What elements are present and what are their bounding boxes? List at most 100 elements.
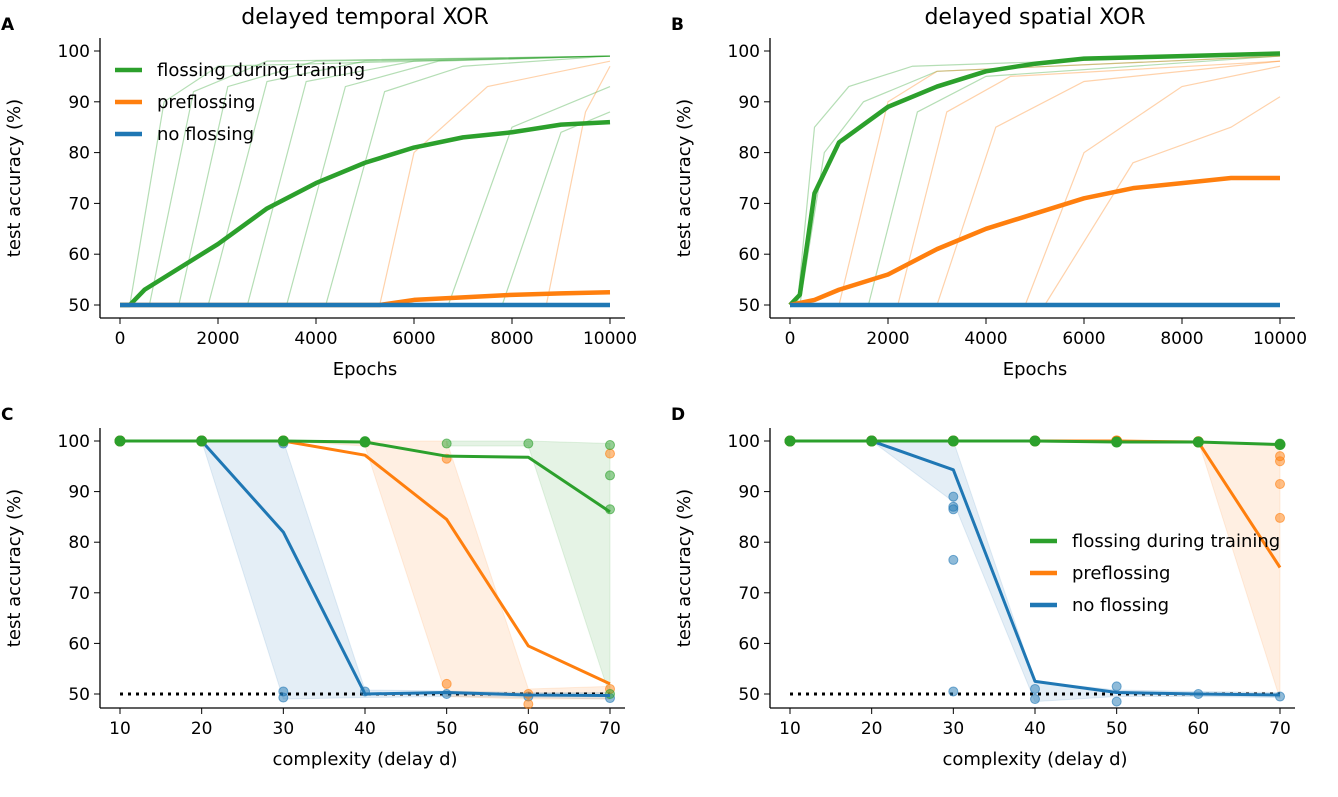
y-tick-label: 50 [68, 685, 90, 705]
x-tick-label: 20 [861, 719, 883, 739]
data-point-blue [1275, 691, 1285, 702]
data-point-orange [1275, 512, 1285, 523]
y-tick-label: 80 [68, 144, 90, 164]
y-axis-label: test accuracy (%) [4, 489, 25, 647]
x-tick-label: 50 [436, 719, 458, 739]
y-tick-label: 50 [68, 296, 90, 316]
y-tick-label: 90 [738, 93, 760, 113]
x-tick-label: 8000 [1160, 329, 1203, 349]
data-point-blue [948, 554, 959, 565]
y-tick-label: 80 [68, 533, 90, 553]
data-point-blue [1111, 681, 1122, 692]
data-point-blue [278, 686, 289, 697]
x-axis-label: complexity (delay d) [272, 749, 457, 770]
x-tick-label: 60 [518, 719, 540, 739]
y-tick-label: 60 [738, 634, 760, 654]
panel-B: 50 60 70 80 90 100 0 2000 4000 6000 8000 10000 Epoch… [671, 5, 1307, 380]
x-tick-label: 10 [109, 719, 131, 739]
x-tick-label: 4000 [964, 329, 1007, 349]
series-marker-green [1192, 436, 1204, 448]
chart-title: delayed spatial XOR [924, 5, 1145, 30]
x-tick-label: 10000 [583, 329, 637, 349]
data-point-blue [948, 686, 959, 697]
series-marker-green [1274, 439, 1286, 451]
y-tick-label: 80 [738, 533, 760, 553]
data-point-blue [1111, 696, 1122, 707]
series-line-green [120, 119, 611, 308]
x-tick-label: 40 [1024, 719, 1046, 739]
panel-label: B [671, 15, 684, 35]
series-marker-green [1029, 435, 1041, 447]
x-tick-label: 10000 [1253, 329, 1307, 349]
y-tick-label: 80 [738, 144, 760, 164]
chart-title: delayed temporal XOR [241, 5, 489, 30]
x-tick-label: 2000 [196, 329, 239, 349]
y-tick-label: 60 [68, 634, 90, 654]
y-tick-label: 90 [68, 483, 90, 503]
x-axis-label: complexity (delay d) [942, 749, 1127, 770]
series-marker-green [359, 436, 371, 448]
data-point-blue [948, 504, 959, 515]
data-point-green [605, 470, 615, 481]
series-line-blue [790, 439, 1281, 697]
x-tick-label: 6000 [392, 329, 435, 349]
x-axis-label: Epochs [333, 359, 398, 380]
legend-label: flossing during training [1072, 531, 1280, 552]
panel-label: A [1, 15, 15, 35]
series-line-green [788, 51, 1281, 307]
data-point-orange [1275, 479, 1285, 490]
x-tick-label: 30 [943, 719, 965, 739]
y-tick-label: 50 [738, 296, 760, 316]
y-tick-label: 100 [58, 432, 90, 452]
series-marker-green [784, 435, 796, 447]
y-tick-label: 100 [728, 42, 760, 62]
data-point-orange [441, 678, 452, 689]
data-point-orange [1275, 456, 1285, 467]
y-tick-label: 60 [738, 245, 760, 265]
legend-label: preflossing [157, 92, 255, 113]
x-tick-label: 2000 [866, 329, 909, 349]
data-point-green [441, 438, 452, 449]
y-tick-label: 70 [738, 584, 760, 604]
y-axis-label: test accuracy (%) [4, 99, 25, 257]
panel-C: 50 60 70 80 90 100 10 20 30 40 50 60 70 complexity (d… [1, 405, 625, 770]
individual-run-orange [790, 60, 1281, 306]
y-tick-label: 70 [68, 194, 90, 214]
series-line-orange [120, 439, 611, 686]
series-marker-green [1111, 436, 1123, 448]
panel-label: C [1, 405, 13, 425]
series-line-orange [789, 175, 1280, 308]
legend-label: no flossing [157, 124, 254, 145]
y-tick-label: 70 [68, 584, 90, 604]
data-point-blue [1030, 683, 1040, 694]
data-point-blue [948, 491, 959, 502]
x-axis-label: Epochs [1003, 359, 1068, 380]
x-tick-label: 30 [273, 719, 295, 739]
band-orange [1197, 440, 1281, 700]
x-tick-label: 0 [115, 329, 126, 349]
y-tick-label: 90 [68, 93, 90, 113]
x-tick-label: 8000 [490, 329, 533, 349]
data-point-green [523, 438, 534, 449]
series-marker-green [947, 435, 959, 447]
series-line-blue [120, 439, 611, 698]
legend-label: preflossing [1072, 563, 1170, 584]
x-tick-label: 70 [599, 719, 621, 739]
y-tick-label: 100 [728, 432, 760, 452]
series-marker-green [196, 435, 208, 447]
legend-label: no flossing [1072, 595, 1169, 616]
x-tick-label: 40 [354, 719, 376, 739]
x-tick-label: 10 [779, 719, 801, 739]
y-tick-label: 60 [68, 245, 90, 265]
data-point-green [605, 440, 615, 451]
y-tick-label: 90 [738, 483, 760, 503]
x-tick-label: 20 [191, 719, 213, 739]
individual-run-orange [790, 60, 1281, 306]
data-point-orange [523, 699, 534, 710]
x-tick-label: 70 [1269, 719, 1291, 739]
panel-D: 50 60 70 80 90 100 10 20 30 40 50 60 70 complexity (d… [671, 405, 1295, 770]
series-marker-green [277, 435, 289, 447]
x-tick-label: 50 [1106, 719, 1128, 739]
y-tick-label: 50 [738, 685, 760, 705]
x-tick-label: 0 [785, 329, 796, 349]
